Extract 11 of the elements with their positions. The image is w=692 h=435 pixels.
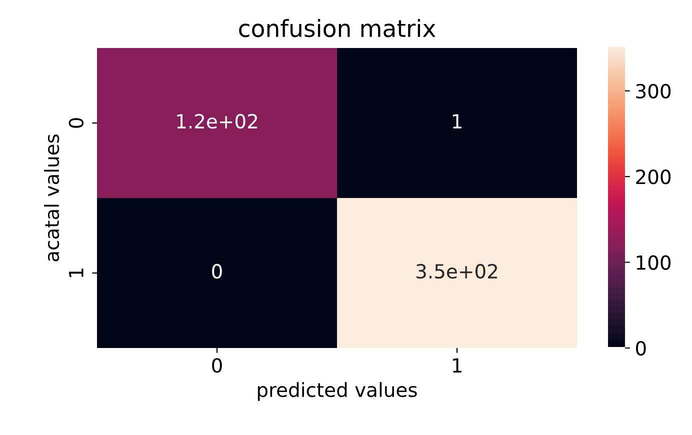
color-bar-label: 0	[636, 340, 646, 356]
data-label: 3.5e+02	[416, 264, 498, 279]
y-axis-title: acatal values	[44, 134, 60, 262]
color-bar-label: 300	[636, 84, 671, 99]
data-label: 1.2e+02	[177, 114, 258, 129]
chart-title: confusion matrix	[239, 18, 436, 38]
x-axis-title: predicted values	[258, 382, 417, 401]
color-bar-label: 100	[636, 255, 671, 270]
data-label: 0	[212, 264, 222, 279]
color-bar-label: 200	[636, 170, 671, 184]
data-label: 1	[452, 114, 462, 128]
